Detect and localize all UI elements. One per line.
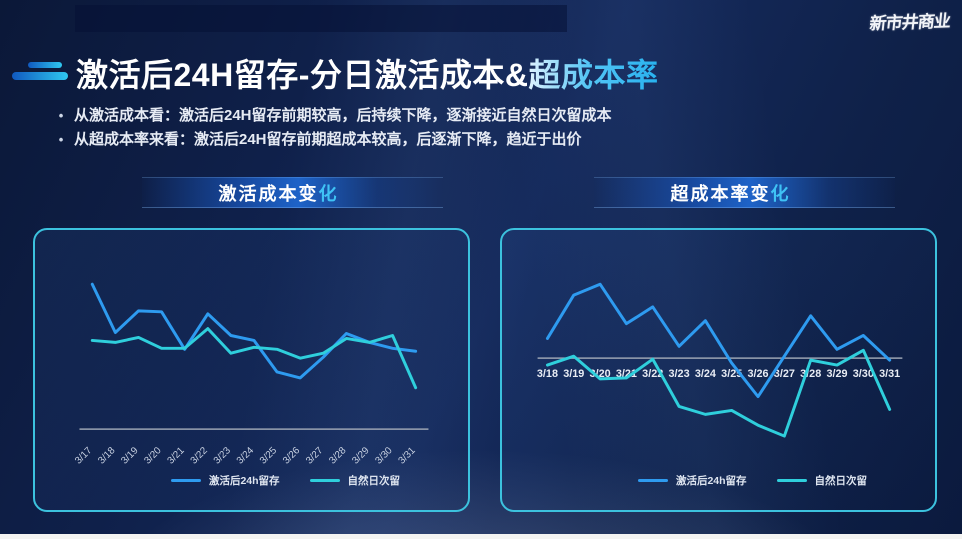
slide-bottom-edge xyxy=(0,534,962,539)
dash-bar-top xyxy=(28,62,62,68)
x-tick-label: 3/30 xyxy=(373,445,395,467)
chart-header-overcost-rate: 超成本率变化 xyxy=(594,177,895,208)
legend-label: 自然日次留 xyxy=(814,475,868,487)
x-tick-label: 3/20 xyxy=(142,445,164,467)
page-title: 激活后24H留存-分日激活成本&超成本率 xyxy=(76,50,659,96)
x-tick-label: 3/29 xyxy=(350,445,372,467)
legend-label: 激活后24h留存 xyxy=(675,475,747,487)
x-tick-label: 3/26 xyxy=(281,445,303,467)
series-line-激活后24h留存 xyxy=(545,282,892,399)
x-tick-label: 3/27 xyxy=(774,368,795,380)
x-tick-label: 3/19 xyxy=(119,445,141,467)
overcost-rate-chart-panel: 3/18 3/19 3/20 3/21 3/22 3/23 3/24 3/25 3/26 3/27… xyxy=(500,228,937,512)
x-axis-labels: 3/18 3/19 3/20 3/21 3/22 3/23 3/24 3/25 3/26 3/27… xyxy=(537,368,900,380)
legend-label: 激活后24h留存 xyxy=(208,475,280,487)
bullet-item-2: • 从超成本率来看：激活后24H留存前期超成本较高，后逐渐下降，趋近于出价 xyxy=(48,128,612,152)
legend-item: 激活后24h留存 xyxy=(637,473,747,488)
legend-item: 激活后24h留存 xyxy=(170,473,280,488)
legend-dash-icon xyxy=(309,479,340,482)
chart-header-activation-cost: 激活成本变化 xyxy=(142,177,443,208)
overcost-rate-line-chart: 3/18 3/19 3/20 3/21 3/22 3/23 3/24 3/25 3/26 3/27… xyxy=(537,282,903,438)
title-accent: 超成本率 xyxy=(528,57,659,93)
x-tick-label: 3/31 xyxy=(396,445,417,466)
x-tick-label: 3/27 xyxy=(304,445,325,466)
chart-legend: 激活后24h留存 自然日次留 xyxy=(536,473,962,488)
x-tick-label: 3/17 xyxy=(73,445,94,466)
bullet-dot: • xyxy=(58,132,64,147)
x-axis-labels: 3/17 3/18 3/19 3/20 3/21 3/22 3/23 3/24 3/25 3/26… xyxy=(73,445,418,467)
bullet-item-1: • 从激活成本看：激活后24H留存前期较高，后持续下降，逐渐接近自然日次留成本 xyxy=(48,104,612,128)
summary-bullets: • 从激活成本看：激活后24H留存前期较高，后持续下降，逐渐接近自然日次留成本 … xyxy=(48,104,612,152)
x-tick-label: 3/20 xyxy=(590,368,611,380)
legend-dash-icon xyxy=(170,479,201,482)
brand-logo: 新市井商业 xyxy=(868,11,951,34)
bullet-text-1: 从激活成本看：激活后24H留存前期较高，后持续下降，逐渐接近自然日次留成本 xyxy=(74,107,612,124)
decor-rectangle xyxy=(75,5,567,32)
legend-dash-icon xyxy=(637,479,668,482)
bullet-dot: • xyxy=(58,108,64,123)
x-tick-label: 3/18 xyxy=(96,445,118,467)
chart-legend: 激活后24h留存 自然日次留 xyxy=(69,473,502,488)
legend-item: 自然日次留 xyxy=(309,473,401,488)
activation-cost-line-chart: 3/17 3/18 3/19 3/20 3/21 3/22 3/23 3/24 3/25 3/26… xyxy=(73,282,429,467)
x-tick-label: 3/29 xyxy=(826,368,847,380)
x-tick-label: 3/23 xyxy=(669,368,690,380)
bullet-text-2: 从超成本率来看：激活后24H留存前期超成本较高，后逐渐下降，趋近于出价 xyxy=(74,131,582,148)
title-dash-icon xyxy=(12,62,70,82)
x-tick-label: 3/31 xyxy=(879,368,900,380)
chart-header-label: 超成本率变化 xyxy=(670,183,791,204)
series-line-自然日次留 xyxy=(545,348,892,438)
series-line-激活后24h留存 xyxy=(90,282,418,380)
legend-dash-icon xyxy=(776,479,807,482)
x-tick-label: 3/21 xyxy=(165,445,186,466)
x-tick-label: 3/28 xyxy=(327,445,349,467)
x-tick-label: 3/22 xyxy=(189,445,210,466)
activation-cost-chart-panel: 3/17 3/18 3/19 3/20 3/21 3/22 3/23 3/24 3/25 3/26… xyxy=(33,228,470,512)
x-tick-label: 3/26 xyxy=(747,368,768,380)
dash-bar-bottom xyxy=(12,72,68,80)
x-tick-label: 3/25 xyxy=(258,445,280,467)
x-tick-label: 3/24 xyxy=(695,368,716,380)
legend-label: 自然日次留 xyxy=(347,475,401,487)
x-tick-label: 3/19 xyxy=(563,368,584,380)
x-tick-label: 3/23 xyxy=(212,445,234,467)
chart-header-label: 激活成本变化 xyxy=(218,183,339,204)
title-main: 激活后24H留存-分日激活成本& xyxy=(76,57,529,93)
x-tick-label: 3/24 xyxy=(235,445,257,467)
x-tick-label: 3/18 xyxy=(537,368,558,380)
series-line-自然日次留 xyxy=(90,327,418,390)
x-tick-label: 3/30 xyxy=(853,368,874,380)
legend-item: 自然日次留 xyxy=(776,473,868,488)
